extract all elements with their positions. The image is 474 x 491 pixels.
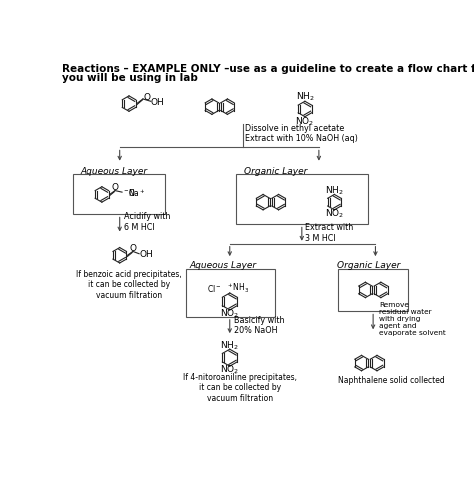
- Text: OH: OH: [151, 98, 164, 107]
- Text: NH$_2$: NH$_2$: [220, 339, 239, 352]
- Text: Aqueous Layer: Aqueous Layer: [81, 167, 148, 176]
- Text: Dissolve in ethyl acetate
Extract with 10% NaOH (aq): Dissolve in ethyl acetate Extract with 1…: [245, 124, 358, 143]
- Text: Acidify with
6 M HCl: Acidify with 6 M HCl: [124, 213, 170, 232]
- Text: NH$_2$: NH$_2$: [325, 184, 344, 197]
- Text: Naphthalene solid collected: Naphthalene solid collected: [338, 376, 445, 385]
- Text: $^-$O: $^-$O: [122, 188, 137, 198]
- Text: NO$_2$: NO$_2$: [220, 307, 239, 320]
- Text: If benzoic acid precipitates,
it can be collected by
vacuum filtration: If benzoic acid precipitates, it can be …: [76, 270, 182, 300]
- Text: Cl$^-$: Cl$^-$: [207, 283, 221, 294]
- Text: you will be using in lab: you will be using in lab: [63, 73, 198, 83]
- Bar: [236, 174, 368, 224]
- Text: If 4-nitoroaniline precipitates,
it can be collected by
vacuum filtration: If 4-nitoroaniline precipitates, it can …: [183, 373, 297, 403]
- Text: $^+$NH$_3$: $^+$NH$_3$: [226, 282, 249, 295]
- Text: Extract with
3 M HCl: Extract with 3 M HCl: [305, 223, 353, 243]
- Text: NO$_2$: NO$_2$: [295, 115, 315, 128]
- Text: Basicify with
20% NaOH: Basicify with 20% NaOH: [234, 316, 284, 335]
- Text: NO$_2$: NO$_2$: [220, 364, 239, 376]
- Text: Reactions – EXAMPLE ONLY –use as a guideline to create a flow chart for the mate: Reactions – EXAMPLE ONLY –use as a guide…: [63, 63, 474, 74]
- Text: NO$_2$: NO$_2$: [325, 207, 344, 220]
- Text: Organic Layer: Organic Layer: [337, 261, 400, 271]
- Text: NH$_2$: NH$_2$: [296, 90, 314, 103]
- Text: O: O: [111, 183, 118, 192]
- Bar: [73, 174, 164, 215]
- Bar: [338, 269, 408, 311]
- Text: Organic Layer: Organic Layer: [244, 167, 307, 176]
- Text: O: O: [129, 244, 137, 253]
- Text: OH: OH: [139, 250, 153, 259]
- Text: O: O: [144, 93, 151, 102]
- Bar: [186, 269, 275, 317]
- Text: Na$^+$: Na$^+$: [128, 187, 146, 199]
- Text: Aqueous Layer: Aqueous Layer: [190, 261, 256, 271]
- Text: Remove
residual water
with drying
agent and
evaporate solvent: Remove residual water with drying agent …: [379, 302, 446, 336]
